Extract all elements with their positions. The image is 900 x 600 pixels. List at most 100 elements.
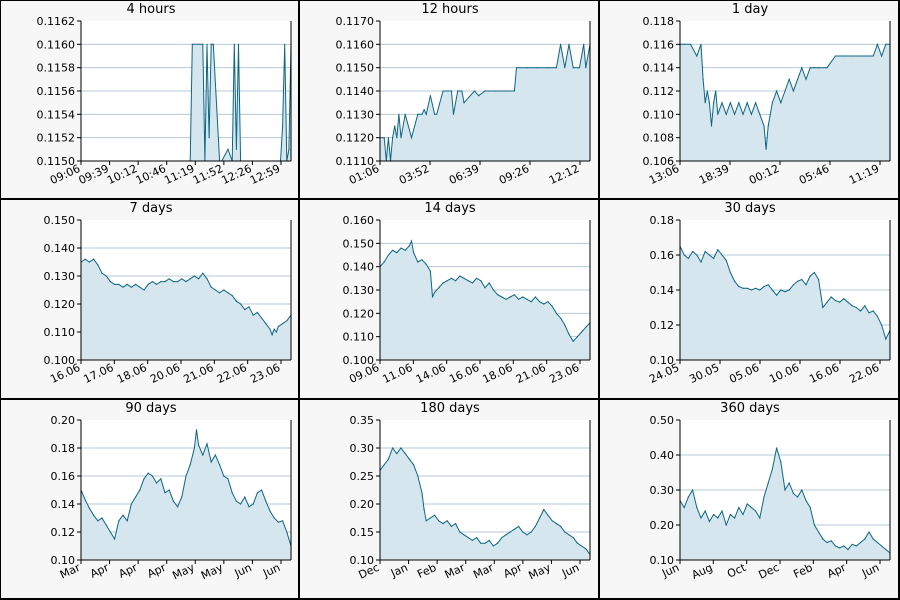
data-point (282, 323, 284, 325)
data-point (721, 102, 723, 104)
data-point (687, 257, 689, 260)
chart-title: 180 days (420, 401, 480, 416)
x-tick-label: 10.06 (767, 361, 801, 386)
x-tick-label: 23.06 (547, 361, 581, 386)
y-tick-label: 0.100 (343, 354, 375, 367)
x-tick-label: 12:12 (547, 162, 581, 187)
data-point (394, 125, 396, 127)
chart-title: 360 days (720, 401, 780, 416)
data-point (396, 137, 398, 139)
data-point (126, 520, 128, 522)
data-point (826, 541, 828, 544)
series-area (380, 241, 590, 360)
data-point (780, 461, 782, 463)
data-point (572, 537, 574, 539)
data-point (576, 542, 578, 544)
data-point (277, 521, 279, 523)
data-point (450, 277, 452, 279)
x-tick-label: May (170, 561, 197, 583)
data-point (265, 500, 267, 502)
data-point (683, 43, 685, 45)
data-point (212, 43, 214, 45)
x-tick-label: Jun (559, 561, 581, 580)
data-point (288, 148, 290, 150)
data-point (797, 78, 799, 80)
data-point (759, 517, 761, 519)
data-point (864, 305, 866, 307)
data-point (518, 298, 520, 300)
y-tick-label: 0.1110 (336, 155, 375, 168)
x-tick-label: Apr (145, 561, 168, 581)
data-point (868, 55, 870, 57)
data-point (725, 259, 727, 261)
series-area (81, 44, 291, 161)
data-point (181, 496, 183, 498)
y-tick-label: 0.110 (343, 331, 375, 344)
data-point (555, 312, 557, 314)
data-point (855, 306, 857, 309)
y-tick-label: 0.30 (650, 484, 675, 497)
data-point (872, 310, 874, 312)
data-point (446, 520, 448, 522)
data-point (710, 125, 713, 127)
data-point (219, 464, 221, 466)
chart-title: 90 days (125, 401, 177, 416)
x-tick-label: Mar (443, 561, 468, 582)
y-tick-label: 0.18 (650, 214, 675, 227)
data-point (696, 506, 698, 509)
data-point (492, 545, 494, 547)
data-point (805, 499, 807, 502)
data-point (683, 506, 685, 509)
data-point (387, 137, 389, 139)
data-point (700, 517, 702, 519)
x-tick-label: 06:39 (447, 162, 481, 187)
y-tick-label: 0.112 (643, 85, 675, 98)
data-point (860, 310, 862, 312)
series-area (380, 44, 590, 161)
data-point (721, 254, 723, 256)
x-tick-label: Feb (415, 561, 438, 581)
data-point (488, 282, 490, 284)
y-tick-label: 0.1150 (336, 62, 375, 75)
data-point (759, 113, 761, 115)
x-tick-label: 23.06 (248, 361, 282, 386)
data-point (813, 67, 815, 69)
data-point (156, 482, 158, 484)
data-point (97, 264, 99, 266)
data-point (513, 528, 515, 530)
data-point (687, 496, 689, 498)
data-point (746, 102, 748, 104)
data-point (818, 67, 820, 69)
data-point (734, 280, 736, 282)
data-point (522, 296, 524, 298)
chart-panel: 0.1170 0.1160 0.1150 0.1140 0.1130 0.1120 0.11… (300, 0, 600, 200)
data-point (847, 301, 849, 303)
data-point (797, 496, 799, 498)
y-tick-label: 0.1162 (37, 15, 76, 28)
data-point (139, 489, 141, 491)
data-point (122, 286, 124, 288)
data-point (261, 317, 263, 319)
data-point (143, 478, 145, 480)
data-point (713, 513, 715, 516)
data-point (738, 102, 740, 104)
data-point (210, 43, 212, 45)
data-point (572, 340, 574, 342)
data-point (286, 531, 288, 533)
data-point (114, 538, 116, 540)
data-point (240, 503, 242, 505)
y-tick-label: 0.1154 (37, 108, 76, 121)
data-point (522, 531, 524, 533)
data-point (583, 43, 585, 45)
data-point (473, 90, 476, 92)
x-tick-label: Jun (859, 561, 881, 580)
data-point (471, 282, 473, 284)
data-point (101, 517, 103, 519)
data-point (147, 472, 149, 474)
data-point (189, 464, 191, 466)
data-point (93, 514, 95, 516)
y-tick-label: 0.1130 (336, 108, 375, 121)
data-point (476, 277, 478, 279)
